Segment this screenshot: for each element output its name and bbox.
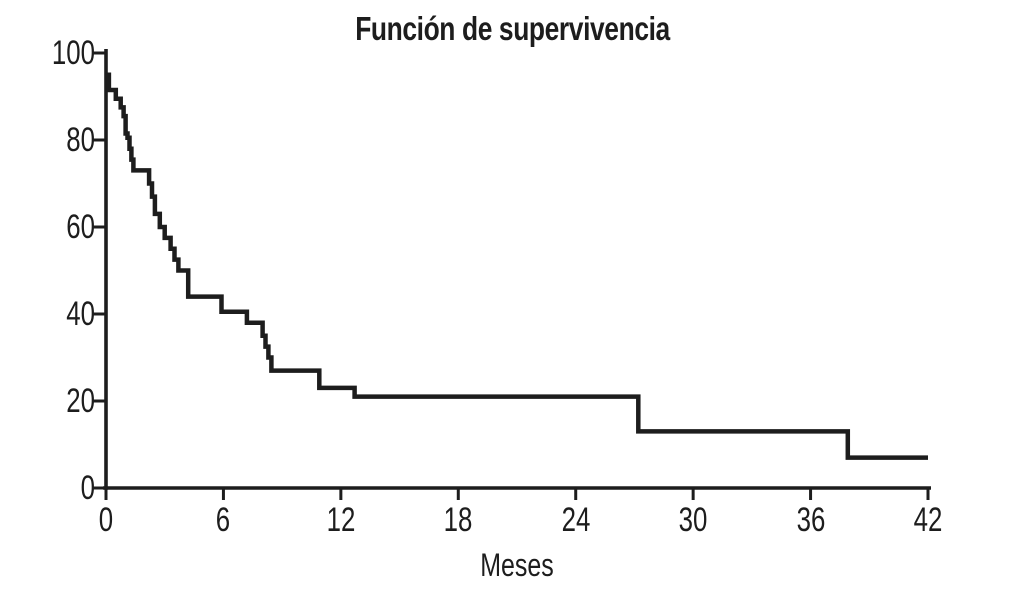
- x-tick-label: 18: [443, 501, 473, 539]
- survival-curve: [106, 72, 928, 460]
- chart-title: Función de supervivencia: [355, 10, 670, 47]
- y-tick-label: 20: [66, 382, 95, 420]
- x-tick-label: 36: [796, 501, 825, 539]
- y-tick-label: 80: [66, 121, 95, 159]
- x-tick-label: 24: [561, 501, 591, 539]
- y-tick-label: 60: [66, 208, 95, 246]
- x-tick-label: 6: [216, 501, 231, 539]
- x-tick-label: 30: [678, 501, 708, 539]
- x-tick-label: 42: [913, 501, 943, 539]
- x-axis-title: Meses: [480, 547, 554, 583]
- y-tick-label: 40: [66, 295, 95, 333]
- x-tick-label: 0: [98, 501, 114, 539]
- y-tick-label: 100: [51, 34, 95, 72]
- y-tick-label: 0: [80, 469, 95, 507]
- x-tick-label: 12: [326, 501, 356, 539]
